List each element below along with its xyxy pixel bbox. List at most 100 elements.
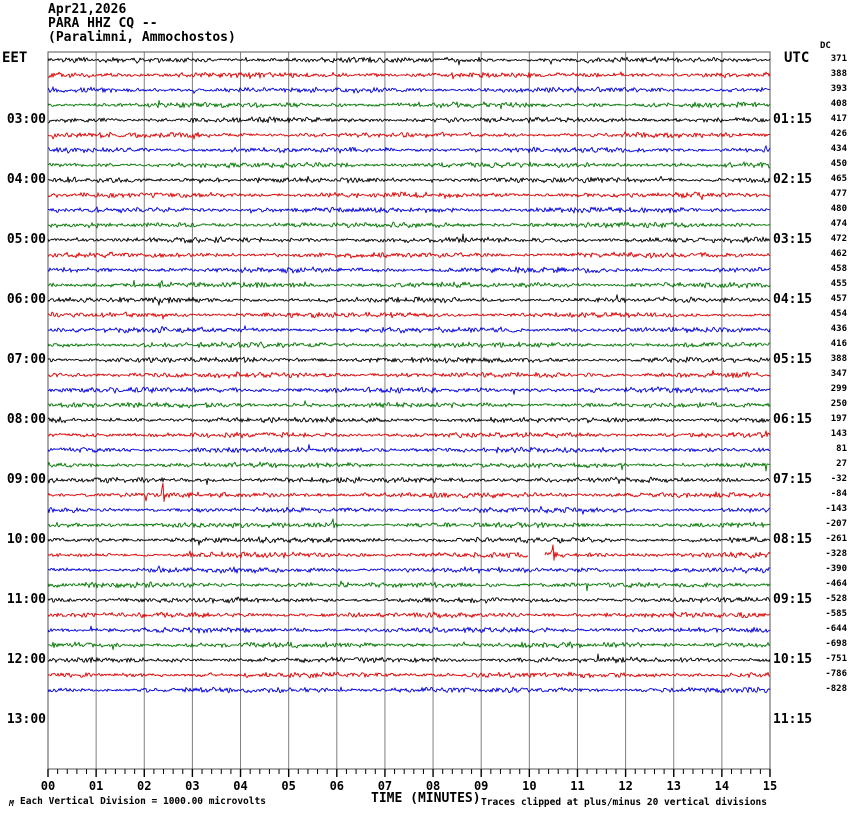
minute-tick-label: 13: [666, 779, 681, 793]
right-timezone-label: UTC: [784, 50, 810, 66]
eet-hour-label: 03:00: [6, 112, 46, 127]
eet-hour-label: 10:00: [6, 532, 46, 547]
dc-offset-value: 462: [830, 249, 847, 259]
seismic-trace-row-17: [47, 311, 771, 320]
dc-offset-value: 436: [830, 324, 847, 334]
dc-offset-value: -84: [830, 489, 847, 499]
seismic-trace-row-33: [47, 550, 529, 559]
dc-offset-value: -328: [825, 549, 847, 559]
utc-hour-label: 03:15: [773, 232, 813, 247]
dc-offset-value: -207: [825, 519, 847, 529]
seismic-trace-row-2: [47, 86, 771, 94]
dc-offset-value: -143: [825, 504, 847, 514]
minute-tick-label: 02: [137, 779, 152, 793]
dc-offset-value: 250: [830, 399, 847, 409]
utc-hour-label: 01:15: [773, 112, 813, 127]
dc-offset-value: 143: [830, 429, 847, 439]
utc-hour-label: 02:15: [773, 172, 813, 187]
minute-tick-label: 04: [233, 779, 248, 793]
seismic-trace-row-16: [47, 294, 771, 306]
dc-offset-value: -644: [825, 624, 847, 634]
seismic-trace-row-11: [47, 221, 771, 229]
dc-offset-value: -585: [825, 609, 847, 619]
seismic-trace-row-35: [47, 580, 771, 592]
eet-hour-label: 07:00: [6, 352, 46, 367]
eet-hour-label: 13:00: [6, 712, 46, 727]
dc-column-label: DC: [820, 41, 831, 51]
left-timezone-label: EET: [2, 50, 28, 66]
minute-tick-label: 14: [714, 779, 730, 793]
seismic-trace-row-29: [47, 482, 771, 503]
minute-tick-label: 10: [522, 779, 537, 793]
seismic-trace-row-25: [47, 430, 771, 439]
minute-tick-label: 06: [329, 779, 345, 793]
seismic-trace-row-10: [48, 206, 771, 214]
dc-offset-value: -32: [830, 474, 847, 484]
minute-tick-label: 07: [377, 779, 393, 793]
clip-note: Traces clipped at plus/minus 20 vertical…: [481, 797, 767, 808]
utc-hour-label: 04:15: [773, 292, 813, 307]
utc-hour-label: 05:15: [773, 352, 813, 367]
dc-offset-value: 457: [830, 294, 847, 304]
dc-offset-value: 458: [830, 264, 847, 274]
seismic-trace-row-39: [47, 641, 771, 651]
seismic-trace-row-34: [47, 565, 771, 574]
eet-hour-label: 06:00: [6, 292, 46, 307]
dc-offset-value: -698: [825, 639, 847, 649]
minute-tick-label: 00: [40, 779, 56, 793]
seismic-trace-row-12: [47, 233, 771, 244]
dc-offset-value: -828: [825, 684, 847, 694]
title-location: (Paralimni, Ammochostos): [48, 30, 236, 45]
eet-hour-label: 04:00: [6, 172, 46, 187]
seismic-trace-row-19: [47, 341, 771, 349]
dc-offset-value: 472: [830, 234, 847, 244]
seismic-trace-row-36: [47, 596, 771, 604]
seismic-trace-row-24: [47, 416, 771, 424]
minute-tick-label: 05: [281, 779, 296, 793]
eet-hour-label: 08:00: [6, 412, 46, 427]
eet-hour-label: 09:00: [6, 472, 46, 487]
dc-offset-value: 426: [830, 129, 847, 139]
dc-offset-value: 197: [830, 414, 847, 424]
seismic-trace-row-41: [47, 671, 771, 679]
utc-hour-label: 09:15: [773, 592, 813, 607]
dc-offset-value: 388: [830, 354, 847, 364]
seismic-trace-row-18: [47, 325, 771, 334]
seismic-trace-row-13: [47, 251, 771, 259]
seismic-trace-row-27: [47, 461, 771, 472]
utc-hour-label: 06:15: [773, 412, 813, 427]
seismic-trace-row-26: [47, 443, 771, 454]
minute-tick-label: 01: [88, 779, 104, 793]
seismic-trace-row-5: [47, 131, 770, 140]
dc-offset-value: 454: [830, 309, 847, 319]
seismic-trace-row-1: [47, 71, 771, 80]
dc-offset-value: -464: [825, 579, 847, 589]
x-axis-title: TIME (MINUTES): [371, 791, 481, 806]
dc-offset-value: 408: [830, 99, 847, 109]
plot-frame: [47, 51, 771, 770]
dc-offset-value: 417: [830, 114, 847, 124]
eet-hour-label: 05:00: [6, 232, 46, 247]
minute-tick-label: 08: [425, 779, 441, 793]
dc-offset-value: -261: [825, 534, 847, 544]
dc-offset-value: 393: [830, 84, 847, 94]
seismic-trace-row-32: [47, 536, 771, 546]
dc-offset-value: 455: [830, 279, 847, 289]
minute-tick-label: 15: [762, 779, 778, 793]
watermark-mark: M: [9, 799, 14, 808]
seismic-trace-row-20: [47, 356, 771, 364]
seismic-trace-row-37: [47, 611, 771, 619]
seismic-trace-row-8: [47, 175, 771, 184]
dc-offset-value: 81: [836, 444, 847, 454]
title-date: Apr21,2026: [48, 2, 127, 17]
eet-hour-label: 12:00: [6, 652, 46, 667]
dc-offset-value: -751: [825, 654, 847, 664]
eet-hour-label: 11:00: [6, 592, 46, 607]
seismic-trace-row-21: [47, 370, 771, 379]
seismic-trace-row-15: [47, 279, 771, 289]
dc-offset-value: -390: [825, 564, 847, 574]
dc-offset-value: 450: [830, 159, 847, 169]
seismic-trace-row-3: [47, 99, 771, 110]
